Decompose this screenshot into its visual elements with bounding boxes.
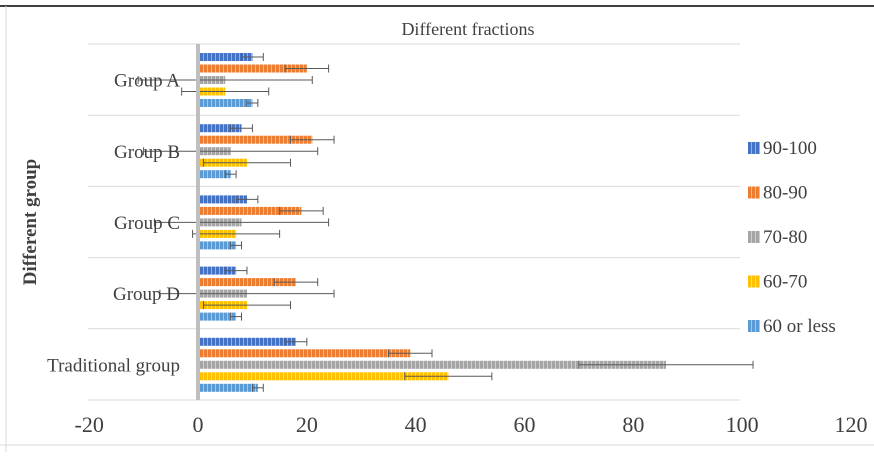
bar-group-d-60-or-less	[198, 312, 237, 321]
error-bar-group-d-90-100	[224, 266, 248, 275]
x-tick-label: -20	[75, 412, 104, 437]
x-tick-label: 0	[193, 412, 204, 437]
error-bar-group-b-80-90	[290, 135, 335, 144]
category-label-traditional-group: Traditional group	[47, 355, 180, 376]
legend-item-60-or-less: 60 or less	[748, 316, 836, 337]
error-bar-group-b-60-70	[202, 158, 292, 167]
error-bar-group-d-80-90	[273, 278, 319, 287]
legend-swatch	[748, 231, 760, 243]
bar-group-d-80-90	[198, 278, 296, 287]
error-bar-group-c-90-100	[235, 195, 259, 204]
error-bar-group-a-60-or-less	[246, 99, 259, 107]
legend-label: 90-100	[763, 138, 817, 159]
error-bar-group-a-90-100	[241, 53, 264, 61]
legend-item-80-90: 80-90	[748, 183, 807, 204]
error-bar-group-a-80-90	[284, 64, 330, 73]
bar-group-c-80-90	[198, 206, 302, 215]
bar-traditional-group-60-or-less	[198, 383, 258, 392]
error-bar-group-d-60-or-less	[230, 312, 243, 321]
error-bar-traditional-group-70-80	[578, 360, 754, 369]
legend-swatch	[748, 320, 760, 332]
legend-label: 60-70	[763, 272, 807, 293]
error-bar-group-c-80-90	[279, 206, 324, 215]
error-bar-group-b-70-80	[143, 147, 319, 156]
legend-swatch	[748, 142, 760, 154]
legend-swatch	[748, 275, 760, 288]
x-tick-label: 60	[514, 412, 536, 437]
legend-label: 70-80	[763, 227, 807, 248]
error-bar-group-b-90-100	[230, 124, 253, 133]
legend-item-70-80: 70-80	[748, 227, 807, 248]
x-tick-label: 120	[835, 412, 868, 437]
x-tick-label: 40	[405, 412, 427, 437]
legend-swatch	[748, 186, 760, 199]
legend-label: 60 or less	[763, 316, 836, 337]
error-bar-traditional-group-60-or-less	[251, 383, 264, 392]
error-bar-group-c-60-or-less	[230, 241, 243, 250]
category-label-group-d: Group D	[113, 284, 180, 305]
bar-group-a-60-or-less	[198, 99, 253, 107]
bar-traditional-group-90-100	[198, 337, 296, 346]
bar-group-a-90-100	[198, 53, 253, 61]
legend-label: 80-90	[763, 183, 807, 204]
error-bar-traditional-group-90-100	[284, 337, 308, 346]
x-tick-label: 80	[622, 412, 644, 437]
bar-traditional-group-70-80	[198, 360, 666, 369]
legend-item-60-70: 60-70	[748, 272, 807, 293]
chart-title: Different fractions	[401, 19, 534, 39]
bar-group-b-80-90	[198, 135, 313, 144]
bar-traditional-group-60-70	[198, 372, 449, 381]
error-bar-group-c-60-70	[192, 229, 281, 238]
bar-group-c-60-or-less	[198, 241, 237, 250]
error-bar-group-c-70-80	[153, 218, 330, 227]
error-bar-traditional-group-80-90	[387, 349, 433, 358]
error-bar-traditional-group-60-70	[404, 372, 493, 381]
x-tick-label: 20	[296, 412, 318, 437]
y-axis-label: Different group	[20, 159, 41, 285]
error-bar-group-d-70-80	[159, 289, 335, 298]
bar-group-d-90-100	[198, 266, 237, 275]
bar-group-a-80-90	[198, 64, 307, 73]
error-bar-group-a-70-80	[137, 76, 313, 84]
category-label-group-a: Group A	[114, 71, 180, 92]
category-label-group-b: Group B	[114, 142, 180, 163]
category-label-group-c: Group C	[114, 213, 180, 234]
error-bar-group-b-60-or-less	[224, 170, 237, 179]
x-tick-label: 100	[726, 412, 759, 437]
bar-traditional-group-80-90	[198, 349, 411, 358]
error-bar-group-d-60-70	[202, 301, 292, 310]
bar-group-b-60-or-less	[198, 170, 231, 179]
bar-group-b-90-100	[198, 124, 242, 133]
bar-group-c-90-100	[198, 195, 247, 204]
legend-item-90-100: 90-100	[748, 138, 817, 159]
error-bar-group-a-60-70	[181, 87, 270, 96]
